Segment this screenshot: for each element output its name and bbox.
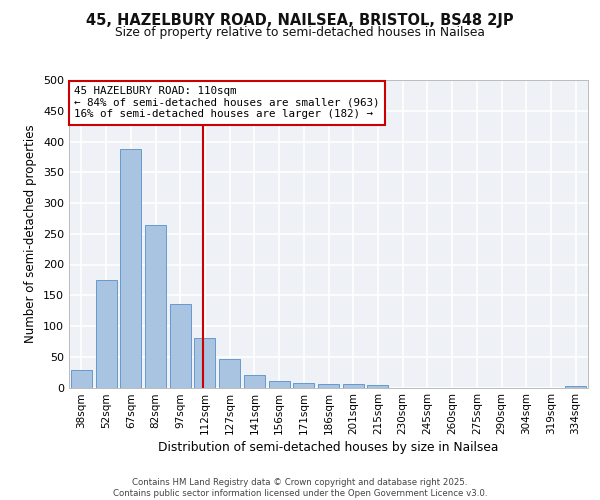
Bar <box>244 374 265 388</box>
Bar <box>120 149 141 388</box>
Text: 45, HAZELBURY ROAD, NAILSEA, BRISTOL, BS48 2JP: 45, HAZELBURY ROAD, NAILSEA, BRISTOL, BS… <box>86 12 514 28</box>
Text: 45 HAZELBURY ROAD: 110sqm
← 84% of semi-detached houses are smaller (963)
16% of: 45 HAZELBURY ROAD: 110sqm ← 84% of semi-… <box>74 86 380 120</box>
X-axis label: Distribution of semi-detached houses by size in Nailsea: Distribution of semi-detached houses by … <box>158 442 499 454</box>
Bar <box>194 338 215 388</box>
Bar <box>343 384 364 388</box>
Bar <box>219 358 240 388</box>
Bar <box>318 384 339 388</box>
Text: Contains HM Land Registry data © Crown copyright and database right 2025.
Contai: Contains HM Land Registry data © Crown c… <box>113 478 487 498</box>
Bar <box>145 224 166 388</box>
Bar <box>367 385 388 388</box>
Y-axis label: Number of semi-detached properties: Number of semi-detached properties <box>25 124 37 343</box>
Bar <box>71 370 92 388</box>
Bar <box>293 383 314 388</box>
Text: Size of property relative to semi-detached houses in Nailsea: Size of property relative to semi-detach… <box>115 26 485 39</box>
Bar <box>95 280 116 388</box>
Bar <box>269 380 290 388</box>
Bar <box>170 304 191 388</box>
Bar <box>565 386 586 388</box>
